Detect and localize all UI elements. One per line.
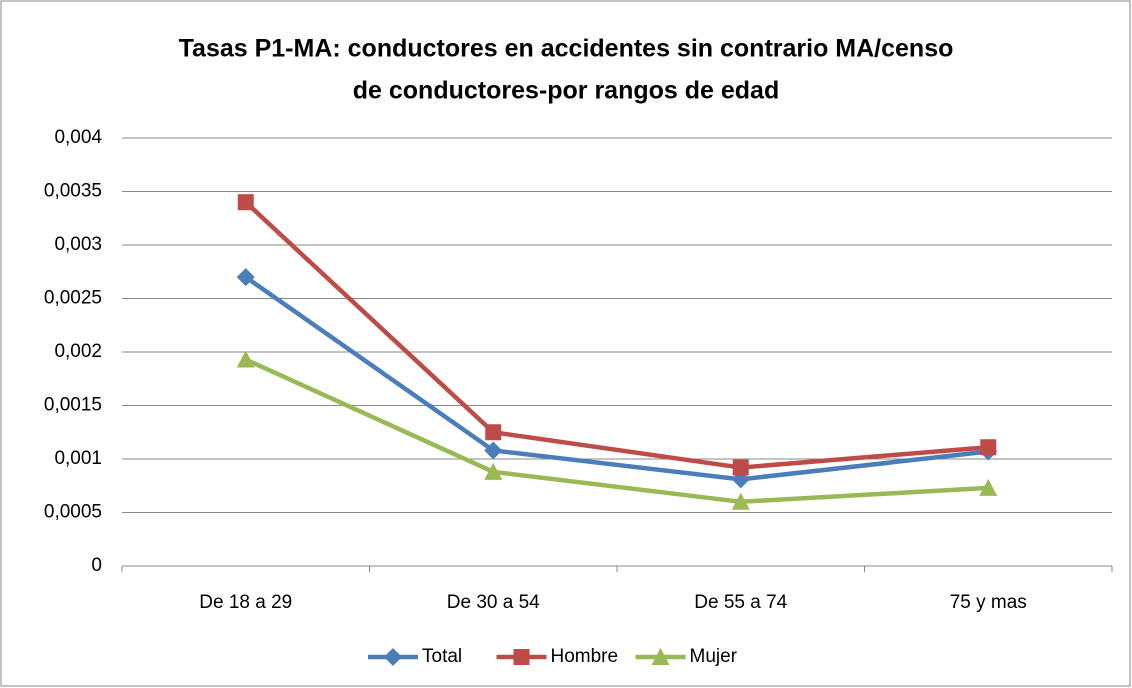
y-tick-label: 0,0015: [44, 395, 102, 416]
y-tick-label: 0,004: [54, 127, 102, 148]
data-point: [979, 478, 998, 496]
legend-label: Hombre: [551, 646, 619, 667]
y-tick-label: 0,0005: [44, 502, 102, 523]
y-tick-label: 0,003: [54, 234, 102, 255]
x-tick-label: 75 y mas: [950, 592, 1027, 613]
data-point: [485, 424, 502, 441]
data-point: [236, 350, 255, 368]
legend-label: Mujer: [690, 646, 738, 667]
y-tick-label: 0,0025: [44, 288, 102, 309]
x-tick-label: De 18 a 29: [199, 592, 292, 613]
series-line: [244, 357, 989, 505]
legend-label: Total: [422, 646, 462, 667]
chart-title: de conductores-por rangos de edad: [353, 77, 779, 105]
y-tick-label: 0: [91, 555, 102, 576]
series-line: [244, 200, 989, 470]
legend-marker: [513, 649, 530, 665]
data-point: [732, 459, 749, 476]
data-point: [731, 492, 750, 510]
x-tick-label: De 55 a 74: [694, 592, 787, 613]
data-point: [236, 268, 255, 287]
data-point: [237, 194, 254, 211]
data-point: [484, 462, 503, 480]
series-line: [244, 275, 989, 482]
y-tick-label: 0,0035: [44, 181, 102, 202]
legend-marker: [384, 648, 402, 666]
legend-marker: [651, 648, 670, 665]
data-point: [484, 441, 503, 460]
y-tick-label: 0,002: [54, 341, 102, 362]
chart-title: Tasas P1-MA: conductores en accidentes s…: [179, 35, 954, 63]
y-tick-label: 0,001: [54, 448, 102, 469]
data-point: [980, 439, 997, 456]
x-tick-label: De 30 a 54: [447, 592, 540, 613]
